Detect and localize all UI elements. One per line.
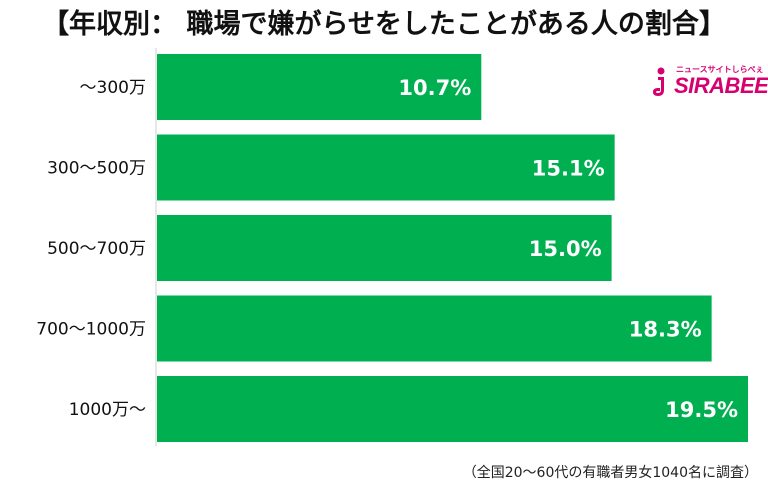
category-label-1: 〜300万 (80, 78, 146, 98)
bar-2 (157, 134, 615, 201)
chart-title: 【年収別： 職場で嫌がらせをしたことがある人の割合】 (42, 9, 726, 40)
sirabee-logo-icon (653, 67, 665, 96)
category-label-4: 700〜1000万 (36, 320, 146, 340)
category-label-5: 1000万〜 (69, 400, 146, 420)
logo-tagline: ニュースサイトしらべぇ (676, 65, 764, 74)
category-label-2: 300〜500万 (47, 159, 146, 179)
category-label-3: 500〜700万 (47, 239, 146, 259)
bar-4 (157, 295, 712, 362)
survey-note: （全国20〜60代の有職者男女1040名に調査） (462, 465, 758, 481)
logo-brand: SIRABEE (674, 73, 768, 98)
value-label-5: 19.5% (665, 398, 738, 422)
value-label-4: 18.3% (629, 318, 702, 342)
value-label-2: 15.1% (532, 157, 605, 181)
bar-1 (157, 54, 482, 120)
value-label-1: 10.7% (398, 76, 471, 100)
value-label-3: 15.0% (529, 237, 602, 261)
sirabee-logo: ニュースサイトしらべぇ SIRABEE (652, 64, 768, 102)
bar-3 (157, 215, 612, 281)
bar-5 (157, 376, 748, 442)
